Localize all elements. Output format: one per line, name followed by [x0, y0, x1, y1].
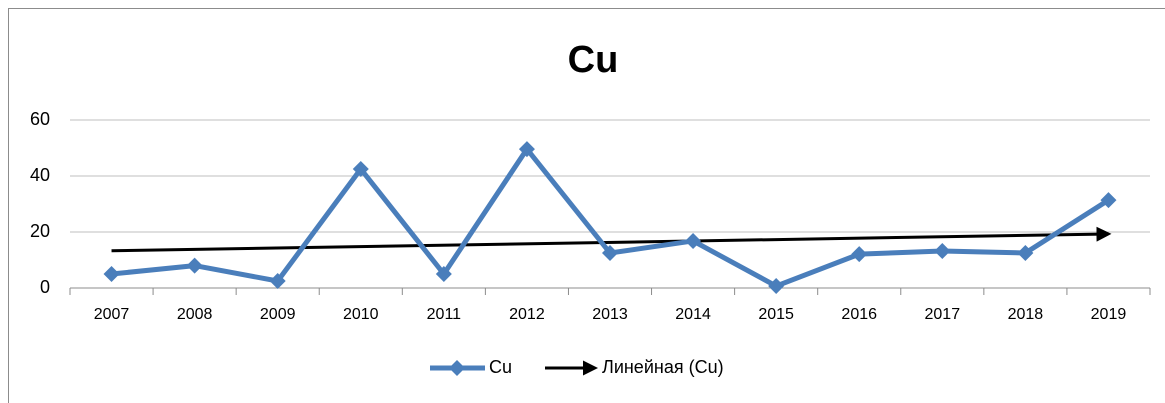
marker [186, 257, 203, 274]
marker [685, 232, 702, 249]
marker [602, 245, 618, 261]
y-tick-label: 40 [30, 165, 50, 185]
x-tick-label: 2012 [509, 306, 545, 323]
marker [768, 278, 785, 295]
marker [435, 266, 452, 282]
marker [1100, 192, 1117, 209]
x-tick-label: 2016 [841, 306, 877, 323]
x-tick-label: 2015 [758, 306, 794, 323]
y-tick-label: 60 [30, 109, 50, 129]
marker [1017, 245, 1034, 261]
marker [103, 266, 120, 282]
x-tick-label: 2007 [94, 306, 130, 323]
x-tick-label: 2011 [427, 306, 462, 323]
legend-marker [449, 360, 465, 376]
x-tick-label: 2018 [1008, 306, 1044, 323]
legend-label: Линейная (Cu) [602, 357, 724, 377]
trend-line [111, 226, 1112, 253]
y-tick-label: 20 [30, 221, 50, 241]
marker [352, 161, 369, 177]
marker [851, 246, 868, 263]
x-tick-label: 2017 [925, 306, 961, 323]
x-tick-label: 2019 [1091, 306, 1127, 323]
x-tick-label: 2013 [592, 306, 628, 323]
x-tick-label: 2009 [260, 306, 296, 323]
marker [934, 243, 951, 260]
marker [518, 141, 535, 158]
x-tick-label: 2008 [177, 306, 213, 323]
series-line [111, 146, 1110, 289]
chart-frame [8, 8, 1165, 403]
chart-title: Cu [568, 39, 619, 81]
x-tick-label: 2014 [675, 306, 711, 323]
marker [269, 273, 286, 289]
x-tick-label: 2010 [343, 306, 379, 323]
legend-label: Cu [489, 357, 512, 377]
y-tick-label: 0 [40, 277, 50, 297]
